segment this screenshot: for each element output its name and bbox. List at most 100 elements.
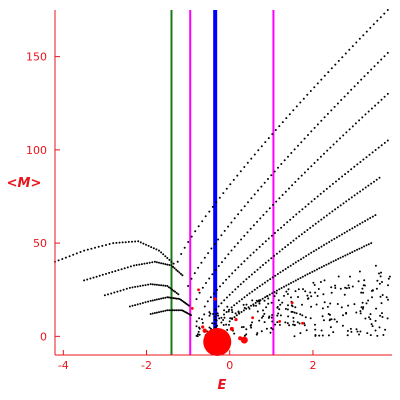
data-point-744	[275, 292, 278, 295]
data-point-491	[151, 261, 154, 264]
data-point-779	[375, 287, 378, 290]
data-point-284	[320, 218, 323, 221]
data-point-318	[251, 290, 254, 293]
data-point-741	[217, 314, 220, 317]
data-point-848	[230, 309, 233, 311]
data-point-792	[350, 330, 353, 333]
data-point-636	[216, 324, 218, 327]
data-point-623	[379, 275, 382, 278]
data-point-359	[356, 224, 359, 227]
data-point-702	[358, 333, 360, 336]
data-point-582	[170, 309, 172, 312]
data-point-580	[166, 309, 169, 312]
data-point-343	[315, 248, 318, 251]
data-point-685	[314, 334, 317, 337]
data-point-301	[367, 184, 370, 187]
data-point-256	[242, 280, 245, 283]
data-point-558	[169, 296, 172, 299]
data-point-649	[355, 311, 358, 314]
data-point-229	[341, 175, 344, 178]
data-point-680	[277, 312, 280, 315]
data-point-193	[231, 272, 234, 275]
data-point-440	[97, 245, 100, 248]
data-point-411	[332, 260, 335, 263]
data-point-703	[304, 290, 307, 293]
data-point-677	[250, 326, 253, 329]
data-point-360	[359, 222, 361, 225]
data-point-231	[347, 170, 350, 173]
data-point-547	[147, 300, 150, 303]
data-point-60	[383, 12, 386, 15]
data-point-629	[374, 264, 377, 267]
data-point-555	[164, 296, 167, 299]
data-point-713	[380, 271, 382, 274]
data-point-859	[223, 316, 226, 319]
data-point-725	[245, 328, 248, 331]
data-point-402	[311, 270, 314, 273]
data-point-843	[258, 319, 261, 322]
data-point-447	[121, 241, 124, 244]
data-point-763	[240, 326, 243, 329]
data-point-750	[330, 318, 333, 321]
data-point-156	[300, 174, 303, 177]
data-point-151	[284, 190, 287, 193]
data-point-137	[240, 238, 243, 241]
data-point-386	[273, 291, 276, 293]
data-point-45	[330, 67, 333, 70]
data-point-461	[160, 251, 163, 254]
data-point-864	[345, 312, 348, 315]
x-tick-label: 0	[226, 359, 233, 372]
data-point-464	[166, 257, 169, 259]
data-point-442	[105, 244, 107, 246]
data-point-424	[363, 245, 366, 248]
data-point-83	[257, 189, 259, 192]
data-point-505	[178, 271, 181, 274]
data-point-69	[210, 247, 213, 250]
data-point-28	[271, 133, 274, 136]
data-point-875	[276, 306, 279, 309]
data-point-317	[248, 292, 251, 295]
data-point-287	[328, 212, 331, 215]
data-point-325	[269, 278, 272, 281]
data-point-255	[239, 283, 242, 286]
data-point-494	[158, 261, 160, 264]
data-point-793	[279, 303, 282, 306]
data-point-315	[243, 296, 246, 299]
data-point-268	[275, 252, 278, 255]
data-point-766	[270, 316, 273, 319]
data-point-159	[310, 165, 313, 168]
data-point-454	[142, 242, 145, 245]
data-point-129	[214, 269, 217, 272]
data-point-481	[123, 267, 126, 270]
data-point-624	[263, 299, 266, 302]
data-point-184	[203, 305, 206, 308]
data-point-273	[289, 241, 292, 244]
data-point-306	[220, 316, 223, 319]
data-point-647	[226, 305, 229, 308]
data-point-144	[262, 214, 265, 216]
data-point-637	[229, 317, 232, 320]
data-point-516	[128, 286, 131, 289]
data-point-860	[370, 323, 373, 326]
data-point-357	[351, 227, 354, 230]
data-point-254	[237, 285, 240, 288]
data-point-493	[155, 261, 158, 264]
data-point-248	[220, 302, 223, 305]
data-point-652	[214, 313, 217, 316]
data-point-79	[243, 205, 246, 208]
data-point-675	[357, 280, 360, 283]
data-point-795	[251, 321, 253, 324]
data-point-147	[272, 203, 274, 206]
data-point-701	[262, 309, 264, 312]
data-point-453	[139, 241, 142, 244]
data-point-759	[276, 314, 279, 317]
data-point-206	[270, 234, 273, 237]
data-point-561	[174, 297, 177, 300]
data-point-642	[362, 291, 365, 294]
data-point-851	[267, 316, 270, 319]
data-point-506	[179, 272, 182, 275]
data-point-421	[356, 248, 359, 251]
data-point-790	[349, 275, 351, 278]
data-point-683	[346, 334, 349, 337]
data-point-96	[300, 141, 303, 144]
